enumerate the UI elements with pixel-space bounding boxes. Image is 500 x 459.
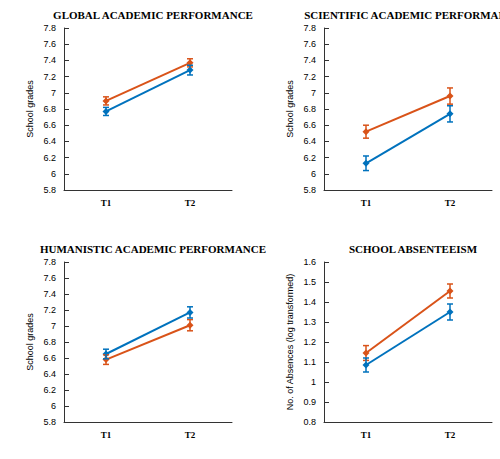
svg-text:7.2: 7.2: [43, 305, 56, 315]
svg-text:7.8: 7.8: [43, 23, 56, 33]
svg-text:6.8: 6.8: [303, 104, 316, 114]
svg-text:7: 7: [311, 88, 316, 98]
svg-text:T2: T2: [185, 198, 196, 208]
svg-text:6.2: 6.2: [43, 153, 56, 163]
svg-text:School grades: School grades: [25, 80, 35, 138]
svg-text:5.8: 5.8: [43, 185, 56, 195]
svg-text:1.4: 1.4: [303, 297, 316, 307]
svg-text:0.9: 0.9: [303, 397, 316, 407]
svg-text:6: 6: [51, 169, 56, 179]
svg-text:6.2: 6.2: [303, 153, 316, 163]
svg-text:6.6: 6.6: [303, 120, 316, 130]
svg-text:6.4: 6.4: [303, 136, 316, 146]
svg-text:7.8: 7.8: [43, 257, 56, 267]
svg-text:T1: T1: [101, 430, 112, 440]
svg-text:5.8: 5.8: [43, 417, 56, 427]
svg-text:0.8: 0.8: [303, 417, 316, 427]
svg-text:1.6: 1.6: [303, 257, 316, 267]
svg-text:6.4: 6.4: [43, 369, 56, 379]
svg-text:1.2: 1.2: [303, 337, 316, 347]
svg-text:T2: T2: [185, 430, 196, 440]
svg-text:6.6: 6.6: [43, 353, 56, 363]
svg-text:7.4: 7.4: [43, 289, 56, 299]
svg-text:School grades: School grades: [25, 313, 35, 371]
svg-text:T1: T1: [361, 198, 372, 208]
svg-text:7.4: 7.4: [43, 55, 56, 65]
svg-text:6: 6: [51, 401, 56, 411]
svg-text:T1: T1: [101, 198, 112, 208]
svg-text:GLOBAL ACADEMIC PERFORMANCE: GLOBAL ACADEMIC PERFORMANCE: [53, 9, 253, 21]
svg-text:SCHOOL ABSENTEEISM: SCHOOL ABSENTEEISM: [349, 243, 478, 255]
svg-text:5.8: 5.8: [303, 185, 316, 195]
svg-text:6.2: 6.2: [43, 385, 56, 395]
svg-text:7.8: 7.8: [303, 23, 316, 33]
svg-text:6.8: 6.8: [43, 104, 56, 114]
svg-text:6: 6: [311, 169, 316, 179]
svg-text:7.2: 7.2: [43, 72, 56, 82]
svg-text:1.5: 1.5: [303, 277, 316, 287]
svg-text:7.6: 7.6: [303, 39, 316, 49]
svg-text:6.6: 6.6: [43, 120, 56, 130]
svg-text:7.6: 7.6: [43, 273, 56, 283]
svg-text:No. of Absences (log transform: No. of Absences (log transformed): [285, 274, 295, 411]
svg-text:1.3: 1.3: [303, 317, 316, 327]
svg-text:1.1: 1.1: [303, 357, 316, 367]
svg-text:School grades: School grades: [285, 80, 295, 138]
svg-text:T2: T2: [445, 430, 456, 440]
svg-text:7.2: 7.2: [303, 72, 316, 82]
svg-text:7.4: 7.4: [303, 55, 316, 65]
svg-text:7.6: 7.6: [43, 39, 56, 49]
svg-text:HUMANISTIC ACADEMIC PERFORMANC: HUMANISTIC ACADEMIC PERFORMANCE: [40, 243, 266, 255]
svg-text:SCIENTIFIC ACADEMIC PERFORMANC: SCIENTIFIC ACADEMIC PERFORMANCE: [304, 9, 500, 21]
svg-text:7: 7: [51, 321, 56, 331]
svg-text:T2: T2: [445, 198, 456, 208]
svg-text:T1: T1: [361, 430, 372, 440]
svg-text:6.8: 6.8: [43, 337, 56, 347]
svg-text:7: 7: [51, 88, 56, 98]
svg-text:6.4: 6.4: [43, 136, 56, 146]
svg-text:1: 1: [311, 377, 316, 387]
